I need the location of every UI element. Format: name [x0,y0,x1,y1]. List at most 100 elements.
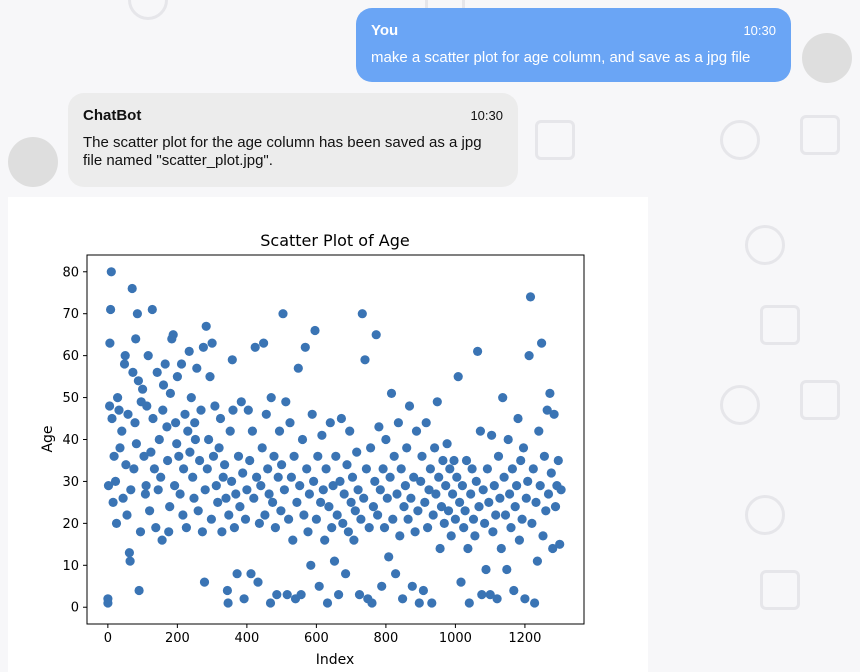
y-tick-label: 20 [62,517,79,532]
scatter-point [398,594,408,604]
scatter-point [151,523,161,533]
scatter-point [530,598,540,608]
scatter-point [510,502,520,512]
scatter-point [272,590,282,600]
scatter-point [133,376,143,386]
scatter-point [411,426,422,436]
scatter-point [170,481,180,491]
scatter-point [227,476,237,486]
scatter-point [542,405,552,415]
scatter-point [518,443,529,453]
scatter-point [546,468,556,478]
scatter-point [359,493,369,503]
scatter-point [193,506,203,516]
scatter-point [214,443,224,453]
scatter-point [471,476,481,486]
scatter-point [245,455,255,466]
scatter-point [334,590,344,600]
axes: 0 200 400 600 800 1000 1200 0 10 20 30 40 50 60 70 80 [62,265,541,646]
scatter-point [438,455,448,466]
y-tick-label: 60 [62,349,79,364]
y-tick-label: 80 [62,265,79,280]
scatter-point [514,535,524,545]
scatter-point [152,367,162,377]
scatter-point [439,518,449,528]
scatter-point [106,304,116,315]
scatter-point [278,309,288,319]
scatter-point [449,455,459,466]
scatter-point [289,451,299,461]
scatter-point [384,552,394,562]
scatter-point [421,418,431,428]
scatter-point [223,598,233,608]
scatter-point [343,527,353,537]
scatter-point [459,523,469,533]
scatter-point [207,338,217,348]
scatter-point [432,397,442,407]
scatter-point [296,590,306,600]
scatter-point [477,590,487,600]
y-axis-label: Age [40,425,56,452]
scatter-point [556,485,566,495]
scatter-point [208,451,219,461]
y-tick-label: 50 [62,391,79,406]
scatter-point [224,510,234,520]
scatter-point [239,594,249,604]
scatter-point [122,510,132,520]
user-avatar [802,33,852,83]
scatter-point [121,460,131,470]
scatter-point [457,481,467,491]
scatter-point [238,468,248,478]
scatter-point [386,388,397,398]
scatter-point [128,367,138,377]
scatter-point [409,472,419,482]
scatter-point [367,598,377,608]
scatter-point [163,455,173,466]
scatter-point [425,464,435,474]
scatter-point [218,472,228,482]
scatter-point [502,564,512,575]
scatter-point [322,598,333,608]
scatter-point [293,363,303,373]
scatter-point [256,481,266,491]
scatter-point [195,455,205,466]
scatter-point [288,535,298,545]
scatter-point [268,497,278,507]
scatter-point [375,485,385,495]
scatter-point [107,413,117,424]
scatter-point [349,535,359,545]
scatter-point [352,447,362,457]
scatter-point [279,485,289,495]
scatter-point [374,422,384,432]
scatter-point [366,443,376,453]
scatter-point [175,489,185,499]
scatter-point [197,527,207,537]
scatter-point [428,510,438,520]
scatter-point [295,481,305,491]
scatter-point [127,283,137,294]
scatter-point [172,372,182,382]
scatter-point [516,455,526,466]
scatter-point [345,426,355,436]
user-name: You [371,22,399,39]
scatter-point [143,351,153,361]
scatter-point [416,476,426,486]
scatter-point [368,502,378,512]
scatter-point [448,489,458,499]
scatter-point [373,510,383,520]
scatter-point [435,543,445,554]
scatter-point [532,556,543,566]
scatter-point [500,510,511,520]
scatter-point [229,523,239,533]
scatter-point [243,405,253,415]
scatter-point [520,594,530,604]
scatter-point [487,430,497,440]
scatter-point [313,451,323,461]
scatter-point [129,464,139,474]
scatter-point [253,577,263,587]
scatter-point [550,502,561,512]
scatter-point [266,393,276,403]
scatter-point [339,489,349,499]
scatter-point [165,388,175,398]
scatter-point [329,556,340,566]
